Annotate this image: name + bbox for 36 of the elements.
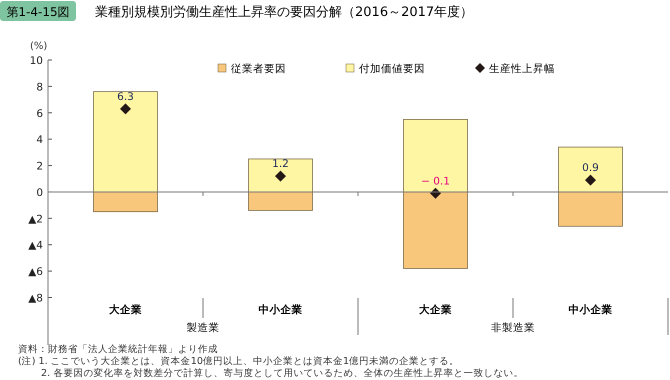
bar: [403, 119, 468, 192]
data-label: 0.9: [582, 162, 599, 174]
text: (注) 1. ここでいう大企業とは、資本金10億円以上、中小企業とは資本金1億円未満の企業とする。: [18, 355, 460, 367]
bar: [248, 158, 313, 192]
y-tick-label: ▲6: [28, 266, 44, 278]
data-label: 6.3: [117, 90, 134, 103]
bar: [93, 91, 158, 192]
text: 第1-4-15図: [6, 5, 70, 19]
data-label: − 0.1: [421, 175, 450, 188]
bar: [558, 146, 623, 192]
y-tick-label: 4: [36, 134, 44, 146]
y-tick-label: 6: [36, 108, 44, 120]
chart-title: 業種別規模別労働生産性上昇率の要因分解（2016～2017年度）: [95, 4, 474, 20]
y-tick-label: ▲8: [28, 292, 43, 304]
point: [275, 170, 286, 182]
legend-label: 従業者要因: [231, 62, 286, 75]
x-tick-label: 中小企業: [258, 303, 302, 316]
x-tick-label: 中小企業: [568, 303, 612, 316]
point: [120, 103, 131, 114]
annotation: 資料：財務省「法人企業統計年報」より作成: [18, 343, 218, 355]
x-tick-label: 大企業: [109, 303, 142, 316]
y-tick-label: 2: [36, 160, 43, 173]
y-tick-label: ▲2: [28, 213, 43, 226]
y-tick-label: ▲4: [28, 240, 44, 252]
text: 2. 各要因の変化率を対数差分で計算し、寄与度として用いているため、全体の生産性上昇率と一致しない。: [18, 367, 524, 379]
y-tick-label: 8: [36, 81, 43, 94]
legend-label: 付加価値要因: [359, 62, 425, 75]
data-label: 1.2: [272, 158, 289, 170]
y-axis-title: (%): [30, 41, 48, 52]
point: [585, 174, 596, 186]
legend-label: 生産性上昇幅: [489, 62, 555, 75]
annotation: 製造業: [186, 321, 220, 334]
x-tick-label: 大企業: [419, 303, 452, 316]
y-tick-label: 0: [36, 186, 43, 199]
y-tick-label: 10: [30, 55, 43, 67]
annotation: 非製造業: [491, 321, 535, 334]
